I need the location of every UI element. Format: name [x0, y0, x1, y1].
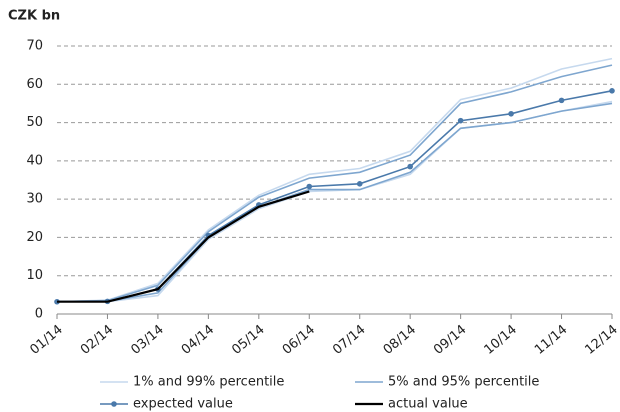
x-tick-label: 08/14 [381, 322, 419, 358]
legend-label: 5% and 95% percentile [388, 375, 539, 390]
y-tick-label: 50 [26, 115, 43, 130]
marker [356, 181, 363, 187]
lower-line [56, 102, 613, 303]
series-line [57, 190, 310, 303]
x-tick-label: 09/14 [431, 322, 469, 358]
y-tick-label: 0 [35, 307, 43, 322]
x-tick-label: 04/14 [179, 322, 217, 358]
x-tick-label: 01/14 [27, 322, 65, 358]
marker [558, 97, 565, 104]
upper-line [56, 64, 613, 303]
y-tick-label: 10 [26, 268, 43, 283]
marker [609, 87, 615, 94]
x-tick-label: 03/14 [128, 322, 166, 358]
marker [407, 163, 413, 170]
lower-line [57, 100, 613, 303]
upper-line [56, 57, 613, 303]
x-tick-label: 02/14 [78, 322, 116, 358]
x-tick-label: 10/14 [482, 322, 520, 358]
x-tick-label: 06/14 [280, 322, 318, 358]
legend-label: actual value [388, 397, 468, 412]
chart-title: CZK bn [8, 9, 60, 24]
y-tick-label: 40 [26, 153, 43, 168]
y-tick-label: 20 [26, 230, 43, 245]
legend-label: 1% and 99% percentile [133, 375, 284, 390]
marker [306, 183, 313, 190]
x-tick-label: 11/14 [532, 322, 570, 358]
y-tick-label: 70 [26, 39, 43, 54]
y-tick-label: 60 [26, 77, 43, 92]
x-tick-label: 05/14 [229, 322, 267, 358]
y-tick-label: 30 [26, 192, 43, 207]
legend-label: expected value [133, 397, 233, 412]
marker [457, 117, 464, 124]
x-tick-label: 12/14 [582, 322, 620, 358]
legend-marker [111, 401, 117, 407]
x-tick-label: 07/14 [330, 322, 368, 358]
marker [508, 110, 514, 117]
